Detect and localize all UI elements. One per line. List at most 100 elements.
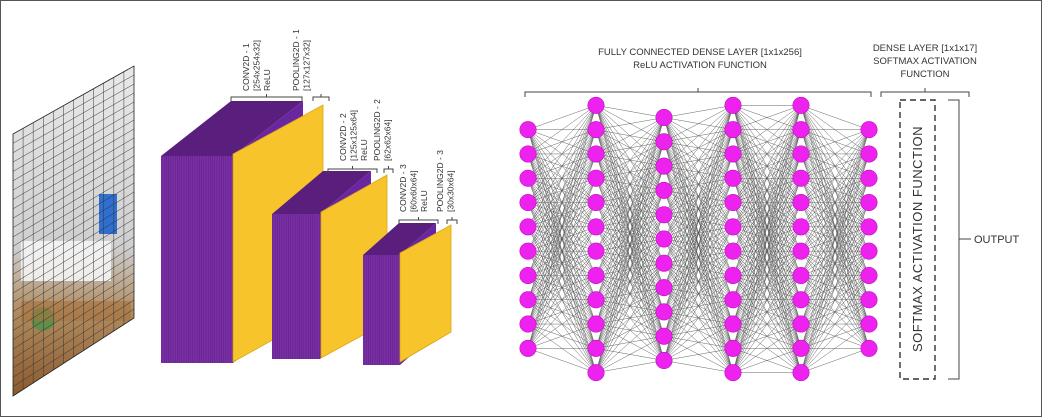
neuron <box>724 145 742 163</box>
neuron <box>724 266 742 284</box>
connection-line <box>732 275 802 373</box>
grid-line <box>12 218 135 294</box>
neuron <box>655 303 673 321</box>
connection-line <box>800 129 870 300</box>
neuron <box>792 96 810 114</box>
connection-line <box>595 238 665 373</box>
connection-line <box>663 348 734 361</box>
grid-line <box>12 236 135 312</box>
softmax-bracket <box>880 88 970 97</box>
neuron <box>724 169 742 187</box>
neuron <box>860 266 878 284</box>
connection-line <box>595 117 665 203</box>
connection-line <box>663 275 734 361</box>
neuron <box>587 145 605 163</box>
neuron <box>860 291 878 309</box>
connection-line <box>595 190 665 373</box>
neuron <box>792 266 810 284</box>
connection-line <box>595 141 665 373</box>
neuron <box>860 218 878 236</box>
conv-label: CONV2D - 2 [125x125x64] ReLU <box>338 110 369 161</box>
connection-line <box>663 105 734 312</box>
neuron <box>860 194 878 212</box>
softmax-layer-title: DENSE LAYER [1x1x17] SOFTMAX ACTIVATION … <box>873 43 977 80</box>
neuron <box>519 194 537 212</box>
dense-title-line1: FULLY CONNECTED DENSE LAYER [1x1x256] <box>598 47 802 58</box>
connection-line <box>663 105 734 361</box>
connection-line <box>527 105 597 203</box>
neuron <box>587 194 605 212</box>
connection-line <box>732 323 802 373</box>
conv-label-line: ReLU <box>419 190 429 212</box>
connection-line <box>527 226 597 349</box>
conv-label-line: POOLING2D - 2 <box>372 99 382 161</box>
grid-line <box>12 281 135 359</box>
conv-label-line: [125x125x64] <box>349 110 359 161</box>
conv-label-bracket <box>383 166 394 173</box>
connection-line <box>800 129 870 276</box>
input-image <box>12 65 135 397</box>
connection-line <box>663 360 734 373</box>
connection-line <box>663 105 734 288</box>
connection-line <box>527 153 597 349</box>
connection-line <box>732 105 802 325</box>
softmax-title-line3: FUNCTION <box>900 69 949 80</box>
connection-line <box>732 129 802 373</box>
connection-line <box>595 105 665 118</box>
connection-line <box>732 226 802 373</box>
connection-line <box>732 105 802 349</box>
connection-line <box>663 178 734 361</box>
connection-line <box>527 251 597 349</box>
connection-line <box>595 311 665 373</box>
connection-line <box>595 336 665 373</box>
connection-line <box>595 263 665 373</box>
connection-line <box>800 129 870 203</box>
connection-line <box>595 287 665 373</box>
connection-line <box>595 117 665 300</box>
connection-line <box>527 178 597 349</box>
connection-line <box>732 202 802 373</box>
connection-line <box>595 117 665 252</box>
grid-line <box>12 110 135 182</box>
neuron <box>860 145 878 163</box>
connection-line <box>800 348 870 373</box>
connection-line <box>800 323 870 373</box>
feature-map-blocks <box>161 101 452 365</box>
neuron <box>724 364 742 382</box>
connection-line <box>527 105 597 227</box>
connection-line <box>732 153 802 373</box>
connection-line <box>732 105 802 252</box>
connection-line <box>800 129 870 349</box>
grid-line <box>12 119 135 191</box>
softmax-box-label: SOFTMAX ACTIVATION FUNCTION <box>910 126 925 352</box>
grid-line <box>12 128 135 200</box>
connection-line <box>800 105 870 130</box>
floor-shape <box>21 301 131 321</box>
connection-line <box>595 117 665 349</box>
conv-layer-labels: CONV2D - 1 [254x254x32] ReLU POOLING2D - 1[… <box>230 29 458 224</box>
neuron <box>860 169 878 187</box>
conv3-block-top <box>363 223 436 255</box>
neuron <box>860 242 878 260</box>
connection-line <box>732 251 802 373</box>
grid-line <box>12 137 135 210</box>
connection-line <box>595 166 665 373</box>
connection-line <box>663 105 734 142</box>
neuron <box>792 291 810 309</box>
connection-line <box>527 105 597 325</box>
connection-line <box>800 129 870 179</box>
softmax-title-line1: DENSE LAYER [1x1x17] <box>873 43 977 54</box>
grid-line <box>12 146 135 219</box>
conv-label-line: [254x254x32] <box>252 40 262 91</box>
connection-line <box>663 105 734 337</box>
conv-label-line: POOLING2D - 1 <box>291 29 301 91</box>
connection-line <box>732 105 802 373</box>
connection-line <box>527 105 597 252</box>
neuron <box>655 327 673 345</box>
dense-neurons <box>519 96 878 382</box>
connection-line <box>732 105 802 155</box>
neuron <box>724 315 742 333</box>
conv-label-bracket <box>230 94 303 101</box>
connection-line <box>800 129 870 227</box>
neuron <box>792 145 810 163</box>
